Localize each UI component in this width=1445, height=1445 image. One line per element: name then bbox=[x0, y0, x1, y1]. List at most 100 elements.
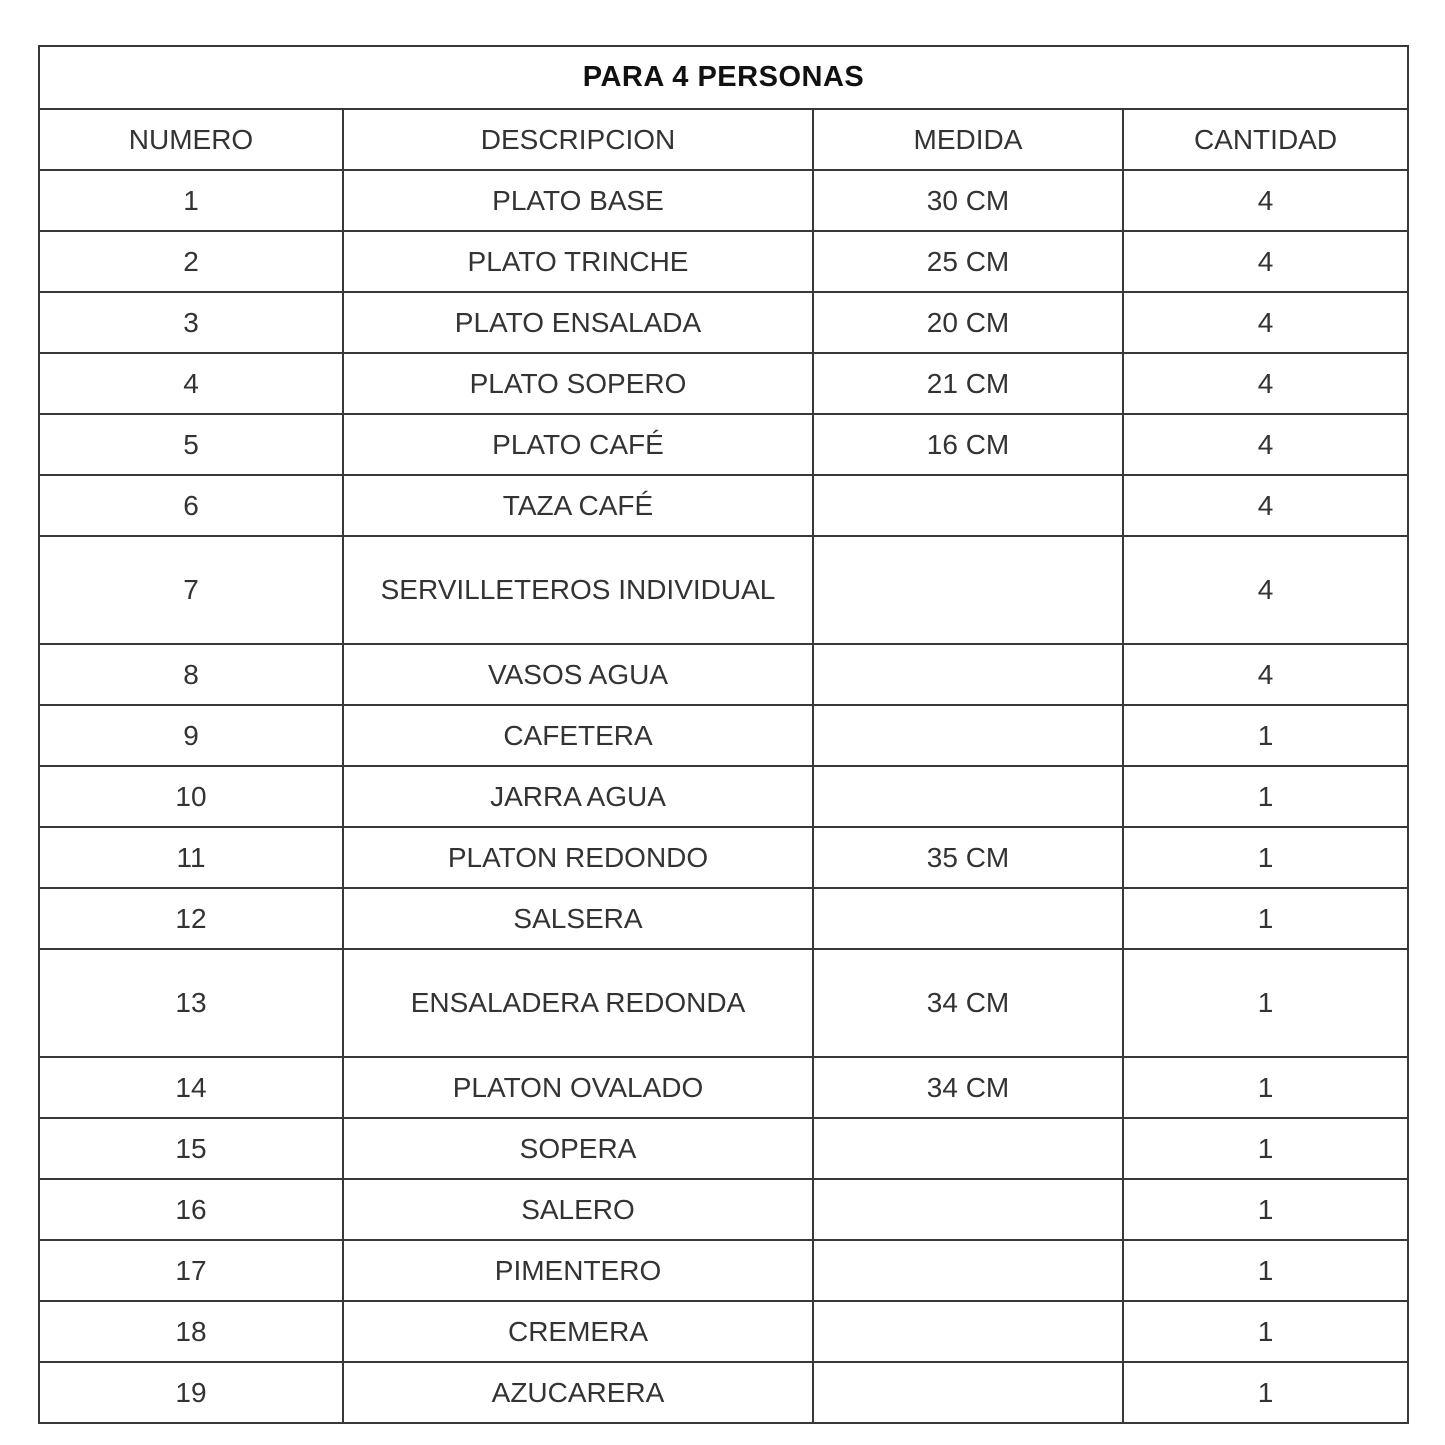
cell-medida bbox=[812, 535, 1124, 645]
cell-numero: 17 bbox=[38, 1239, 344, 1302]
cell-numero: 2 bbox=[38, 230, 344, 293]
cell-medida bbox=[812, 474, 1124, 537]
cell-numero: 3 bbox=[38, 291, 344, 354]
table-body: 1 PLATO BASE 30 CM 4 2 PLATO TRINCHE 25 CM 4 3 PL… bbox=[38, 169, 1410, 1424]
cell-descripcion: TAZA CAFÉ bbox=[342, 474, 814, 537]
cell-medida: 16 CM bbox=[812, 413, 1124, 476]
table-row: 12 SALSERA 1 bbox=[38, 887, 1410, 950]
table-row: 16 SALERO 1 bbox=[38, 1178, 1410, 1241]
table-row: 18 CREMERA 1 bbox=[38, 1300, 1410, 1363]
cell-cantidad: 1 bbox=[1121, 826, 1410, 889]
table-head: PARA 4 PERSONAS NUMERO DESCRIPCION MEDID… bbox=[37, 45, 1410, 171]
cell-cantidad: 1 bbox=[1121, 765, 1410, 828]
cell-numero: 5 bbox=[38, 413, 344, 476]
cell-numero: 15 bbox=[38, 1117, 344, 1180]
table-row: 11 PLATON REDONDO 35 CM 1 bbox=[38, 826, 1410, 889]
cell-cantidad: 1 bbox=[1121, 1056, 1410, 1119]
cell-descripcion: SERVILLETEROS INDIVIDUAL bbox=[342, 535, 814, 645]
cell-numero: 13 bbox=[38, 948, 344, 1058]
cell-descripcion: PLATO SOPERO bbox=[342, 352, 814, 415]
cell-numero: 12 bbox=[38, 887, 344, 950]
table-title-row: PARA 4 PERSONAS bbox=[37, 45, 1410, 110]
cell-medida: 35 CM bbox=[812, 826, 1124, 889]
cell-cantidad: 1 bbox=[1121, 948, 1410, 1058]
column-header-numero: NUMERO bbox=[38, 108, 344, 171]
cell-medida bbox=[812, 1361, 1124, 1424]
cell-medida: 34 CM bbox=[812, 948, 1124, 1058]
table-header-row: NUMERO DESCRIPCION MEDIDA CANTIDAD bbox=[38, 108, 1410, 171]
cell-cantidad: 1 bbox=[1121, 1239, 1410, 1302]
table-row: 8 VASOS AGUA 4 bbox=[38, 643, 1410, 706]
cell-descripcion: SALSERA bbox=[342, 887, 814, 950]
table-row: 2 PLATO TRINCHE 25 CM 4 bbox=[38, 230, 1410, 293]
cell-medida bbox=[812, 1239, 1124, 1302]
cell-descripcion: PLATO CAFÉ bbox=[342, 413, 814, 476]
cell-cantidad: 4 bbox=[1121, 291, 1410, 354]
cell-numero: 19 bbox=[38, 1361, 344, 1424]
cell-descripcion: CAFETERA bbox=[342, 704, 814, 767]
table-row: 14 PLATON OVALADO 34 CM 1 bbox=[38, 1056, 1410, 1119]
table-row: 9 CAFETERA 1 bbox=[38, 704, 1410, 767]
table-row: 3 PLATO ENSALADA 20 CM 4 bbox=[38, 291, 1410, 354]
table-row: 10 JARRA AGUA 1 bbox=[38, 765, 1410, 828]
cell-medida: 20 CM bbox=[812, 291, 1124, 354]
cell-descripcion: AZUCARERA bbox=[342, 1361, 814, 1424]
column-header-medida: MEDIDA bbox=[812, 108, 1124, 171]
cell-numero: 7 bbox=[38, 535, 344, 645]
column-header-descripcion: DESCRIPCION bbox=[342, 108, 814, 171]
cell-medida: 34 CM bbox=[812, 1056, 1124, 1119]
cell-cantidad: 4 bbox=[1121, 474, 1410, 537]
cell-numero: 11 bbox=[38, 826, 344, 889]
cell-cantidad: 1 bbox=[1121, 1300, 1410, 1363]
table-row: 19 AZUCARERA 1 bbox=[38, 1361, 1410, 1424]
cell-descripcion: CREMERA bbox=[342, 1300, 814, 1363]
cell-medida: 25 CM bbox=[812, 230, 1124, 293]
cell-descripcion: SALERO bbox=[342, 1178, 814, 1241]
cell-medida bbox=[812, 1300, 1124, 1363]
cell-numero: 10 bbox=[38, 765, 344, 828]
cell-medida bbox=[812, 1178, 1124, 1241]
cell-numero: 4 bbox=[38, 352, 344, 415]
cell-descripcion: PLATO BASE bbox=[342, 169, 814, 232]
cell-cantidad: 4 bbox=[1121, 535, 1410, 645]
cell-cantidad: 1 bbox=[1121, 1361, 1410, 1424]
cell-descripcion: PIMENTERO bbox=[342, 1239, 814, 1302]
cell-medida bbox=[812, 704, 1124, 767]
cell-cantidad: 1 bbox=[1121, 704, 1410, 767]
cell-numero: 1 bbox=[38, 169, 344, 232]
cell-descripcion: JARRA AGUA bbox=[342, 765, 814, 828]
cell-cantidad: 1 bbox=[1121, 1178, 1410, 1241]
cell-descripcion: PLATON OVALADO bbox=[342, 1056, 814, 1119]
table-row: 7 SERVILLETEROS INDIVIDUAL 4 bbox=[38, 535, 1410, 645]
table-row: 4 PLATO SOPERO 21 CM 4 bbox=[38, 352, 1410, 415]
cell-cantidad: 4 bbox=[1121, 230, 1410, 293]
cell-cantidad: 4 bbox=[1121, 169, 1410, 232]
cell-medida: 21 CM bbox=[812, 352, 1124, 415]
cell-cantidad: 1 bbox=[1121, 1117, 1410, 1180]
cell-cantidad: 4 bbox=[1121, 352, 1410, 415]
cell-descripcion: ENSALADERA REDONDA bbox=[342, 948, 814, 1058]
cell-numero: 14 bbox=[38, 1056, 344, 1119]
table-row: 5 PLATO CAFÉ 16 CM 4 bbox=[38, 413, 1410, 476]
dinnerware-table: PARA 4 PERSONAS NUMERO DESCRIPCION MEDID… bbox=[37, 45, 1410, 1424]
table-row: 17 PIMENTERO 1 bbox=[38, 1239, 1410, 1302]
cell-medida: 30 CM bbox=[812, 169, 1124, 232]
cell-descripcion: SOPERA bbox=[342, 1117, 814, 1180]
cell-medida bbox=[812, 765, 1124, 828]
table-row: 15 SOPERA 1 bbox=[38, 1117, 1410, 1180]
cell-cantidad: 1 bbox=[1121, 887, 1410, 950]
table-row: 13 ENSALADERA REDONDA 34 CM 1 bbox=[38, 948, 1410, 1058]
cell-numero: 16 bbox=[38, 1178, 344, 1241]
cell-medida bbox=[812, 643, 1124, 706]
cell-cantidad: 4 bbox=[1121, 643, 1410, 706]
table-row: 1 PLATO BASE 30 CM 4 bbox=[38, 169, 1410, 232]
table-title: PARA 4 PERSONAS bbox=[37, 45, 1410, 110]
cell-numero: 8 bbox=[38, 643, 344, 706]
cell-descripcion: PLATON REDONDO bbox=[342, 826, 814, 889]
cell-medida bbox=[812, 887, 1124, 950]
cell-descripcion: VASOS AGUA bbox=[342, 643, 814, 706]
cell-descripcion: PLATO ENSALADA bbox=[342, 291, 814, 354]
cell-numero: 6 bbox=[38, 474, 344, 537]
cell-numero: 18 bbox=[38, 1300, 344, 1363]
cell-numero: 9 bbox=[38, 704, 344, 767]
